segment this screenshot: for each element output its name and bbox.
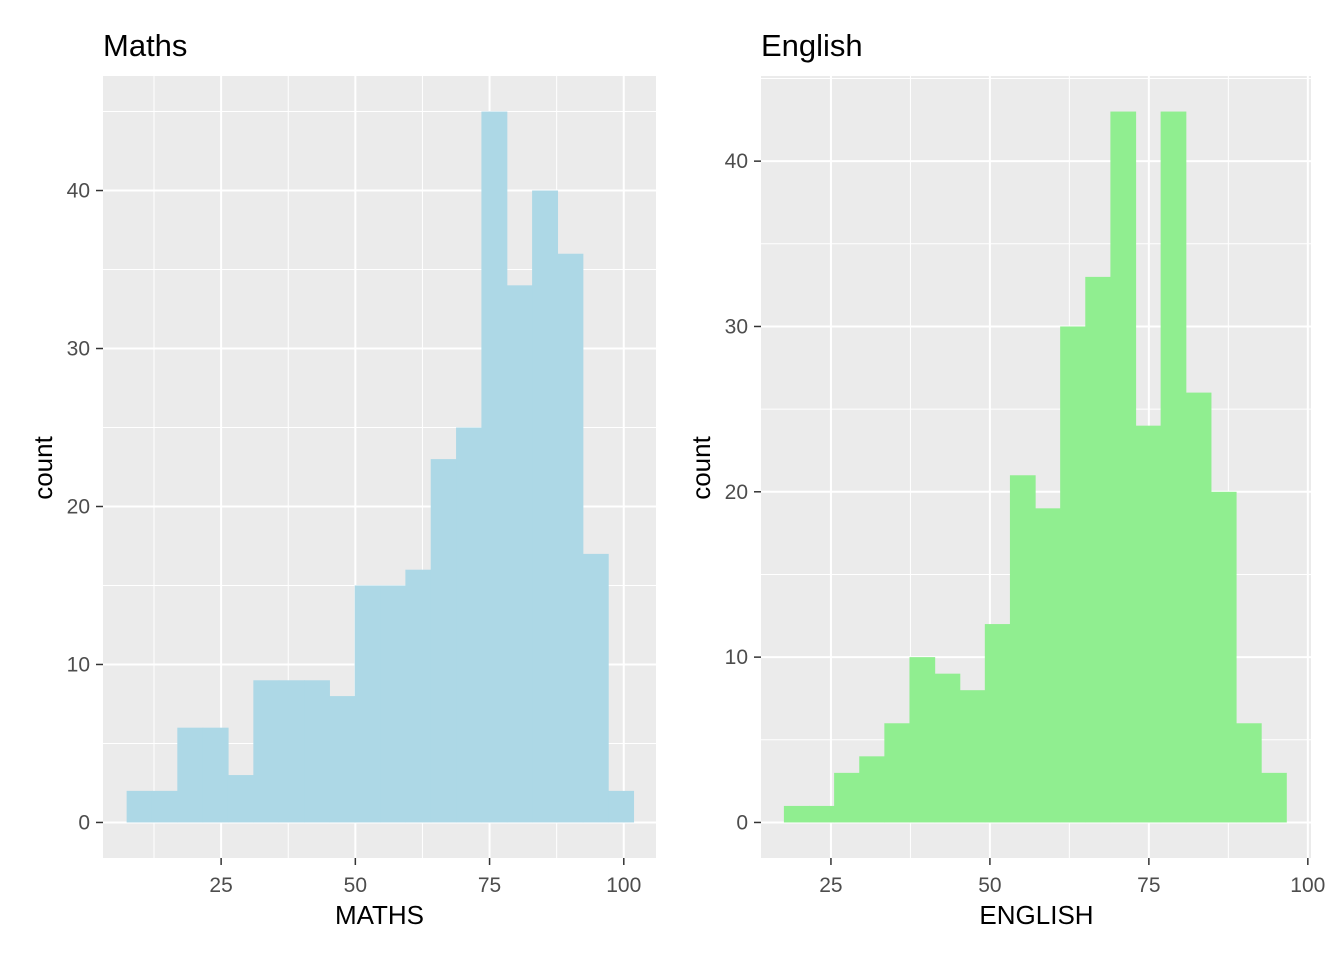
english-x-tick-label: 50: [978, 874, 1001, 897]
english-bar: [984, 624, 1011, 823]
english-y-tick-labels: 0 10 20 30 40: [725, 150, 761, 834]
maths-bar: [304, 680, 330, 823]
maths-histogram: Maths 25 50 75 100 0 10 20 30 40 MATHS count: [28, 28, 656, 930]
maths-x-tick-labels: 25 50 75 100: [209, 858, 641, 897]
english-bar: [884, 723, 911, 823]
english-bar: [1135, 425, 1162, 823]
maths-bar: [405, 569, 432, 823]
english-bar: [1110, 111, 1137, 823]
maths-bar: [532, 190, 559, 823]
english-bar: [834, 772, 860, 823]
maths-y-tick-label: 0: [78, 811, 90, 834]
maths-bar: [151, 790, 178, 823]
english-bar: [1185, 392, 1212, 823]
english-bars: [783, 111, 1287, 823]
maths-bar: [126, 790, 153, 823]
maths-y-tick-labels: 0 10 20 30 40: [67, 180, 103, 834]
maths-bar: [430, 459, 457, 823]
maths-x-tick-label: 50: [344, 874, 367, 897]
english-y-tick-label: 40: [725, 150, 748, 173]
english-x-tick-labels: 25 50 75 100: [819, 858, 1325, 897]
maths-chart-title: Maths: [103, 28, 187, 63]
maths-bar: [506, 285, 533, 823]
english-bar: [1085, 276, 1111, 823]
maths-bar: [456, 427, 483, 823]
maths-y-axis-label: count: [28, 435, 58, 499]
english-bar: [909, 657, 936, 823]
english-x-tick-label: 100: [1290, 874, 1325, 897]
maths-bar: [177, 727, 204, 823]
english-y-axis-label: count: [686, 435, 716, 499]
english-chart-title: English: [761, 28, 863, 63]
english-histogram: English 25 50 75 100 0 10 20 30 40 ENGLISH coun…: [686, 28, 1325, 930]
english-bar: [1060, 326, 1086, 823]
maths-y-tick-label: 30: [67, 338, 90, 361]
maths-y-tick-label: 40: [67, 180, 90, 203]
maths-bar: [608, 790, 635, 823]
english-x-tick-label: 25: [819, 874, 842, 897]
english-y-tick-label: 10: [725, 646, 748, 669]
english-bar: [1210, 491, 1237, 823]
maths-bar: [481, 111, 508, 823]
maths-bars: [126, 111, 635, 823]
english-y-tick-label: 20: [725, 481, 748, 504]
english-y-tick-label: 0: [736, 811, 748, 834]
english-bar: [1160, 111, 1187, 823]
maths-bar: [582, 553, 609, 823]
maths-bar: [278, 680, 305, 823]
maths-bar: [380, 585, 406, 823]
english-bar: [1009, 475, 1036, 823]
english-bar: [1235, 723, 1262, 823]
english-bar: [959, 690, 986, 823]
maths-bar: [329, 696, 356, 823]
maths-x-axis-label: MATHS: [335, 900, 424, 930]
maths-bar: [253, 680, 280, 823]
maths-x-tick-label: 100: [606, 874, 641, 897]
maths-bar: [227, 775, 254, 823]
english-bar: [1035, 508, 1061, 823]
english-x-axis-label: ENGLISH: [979, 900, 1093, 930]
maths-x-tick-label: 25: [209, 874, 232, 897]
maths-bar: [202, 727, 229, 823]
english-bar: [783, 805, 810, 823]
maths-y-tick-label: 10: [67, 653, 90, 676]
maths-x-tick-label: 75: [478, 874, 501, 897]
maths-bar: [354, 585, 381, 823]
english-x-tick-label: 75: [1137, 874, 1160, 897]
english-bar: [934, 673, 961, 823]
maths-bar: [557, 253, 584, 823]
english-bar: [809, 805, 835, 823]
english-bar: [1261, 772, 1287, 823]
english-y-tick-label: 30: [725, 315, 748, 338]
maths-y-tick-label: 20: [67, 495, 90, 518]
english-bar: [859, 756, 885, 823]
